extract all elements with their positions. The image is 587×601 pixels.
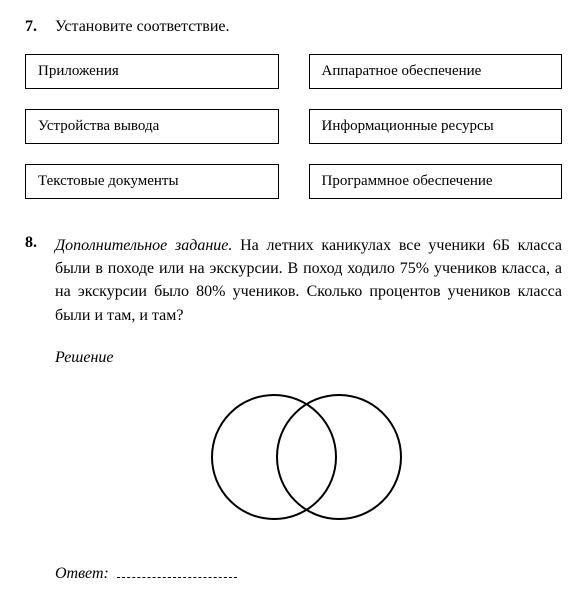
match-left-0: Приложения xyxy=(25,54,279,89)
task8-block: 8. Дополнительное задание. На летних кан… xyxy=(25,234,562,327)
task8-text: Дополнительное задание. На летних канику… xyxy=(55,234,562,327)
match-right-0: Аппаратное обеспечение xyxy=(309,54,563,89)
match-right-2: Программное обеспечение xyxy=(309,164,563,199)
answer-label: Ответ: xyxy=(55,565,109,583)
task7-header: 7. Установите соответствие. xyxy=(25,18,562,36)
task8-lead: Дополнительное задание. xyxy=(55,237,232,254)
match-right-1: Информационные ресурсы xyxy=(309,109,563,144)
answer-line[interactable] xyxy=(117,562,237,578)
task7-title: Установите соответствие. xyxy=(55,18,230,36)
match-left-1: Устройства вывода xyxy=(25,109,279,144)
task7-number: 7. xyxy=(25,18,45,36)
solution-label: Решение xyxy=(55,349,562,367)
task8-number: 8. xyxy=(25,234,45,252)
task7-match-grid: Приложения Аппаратное обеспечение Устрой… xyxy=(25,54,562,199)
task8-content: Дополнительное задание. На летних канику… xyxy=(55,234,562,327)
venn-diagram xyxy=(25,377,562,532)
match-left-2: Текстовые документы xyxy=(25,164,279,199)
answer-row: Ответ: xyxy=(55,562,562,583)
venn-svg xyxy=(174,377,414,527)
